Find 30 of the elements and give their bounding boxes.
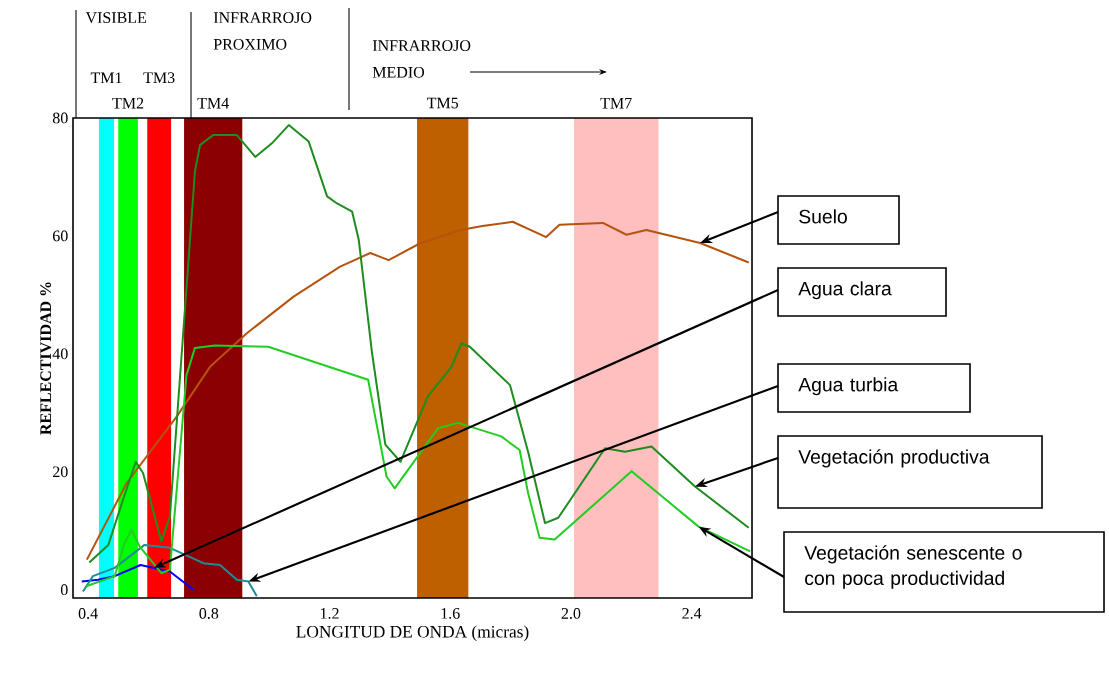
line-series [85,220,750,561]
y-axis-title: REFLECTIVIDAD % [40,282,52,435]
x-tick-label: 1.6 [441,608,460,619]
y-tick-label: 60 [52,230,68,242]
y-tick-label: 40 [52,348,68,360]
band-label: TM7 [600,97,632,109]
x-axis-title: LONGITUD DE ONDA (micras) [296,625,529,642]
text: Vegetación productiva [798,449,990,468]
band-label: TM1 [90,72,122,84]
line-series [88,124,750,564]
text: Agua clara [798,281,892,300]
band-label: TM2 [112,97,144,109]
y-tick-label: 0 [60,584,68,596]
line-series [85,344,752,588]
text: INFRARROJO MEDIO [372,40,471,78]
text: Agua turbia [798,377,899,396]
y-tick-label: 20 [53,466,68,478]
x-tick-label: 1.2 [320,608,339,619]
band-label: TM5 [426,97,459,109]
text: VISIBLE [85,12,147,24]
x-tick-label: 2.0 [561,608,581,619]
text: Vegetación senescente o con poca productividad [804,545,1022,589]
band-label: TM4 [197,97,229,109]
x-tick-label: 2.4 [682,608,702,619]
x-tick-label: 0.8 [199,608,219,619]
text: INFRARROJO PROXIMO [213,12,312,50]
band-label: TM3 [143,72,175,84]
text: Suelo [799,209,847,224]
x-tick-label: 0.4 [78,608,98,619]
y-tick-label: 80 [52,112,68,124]
